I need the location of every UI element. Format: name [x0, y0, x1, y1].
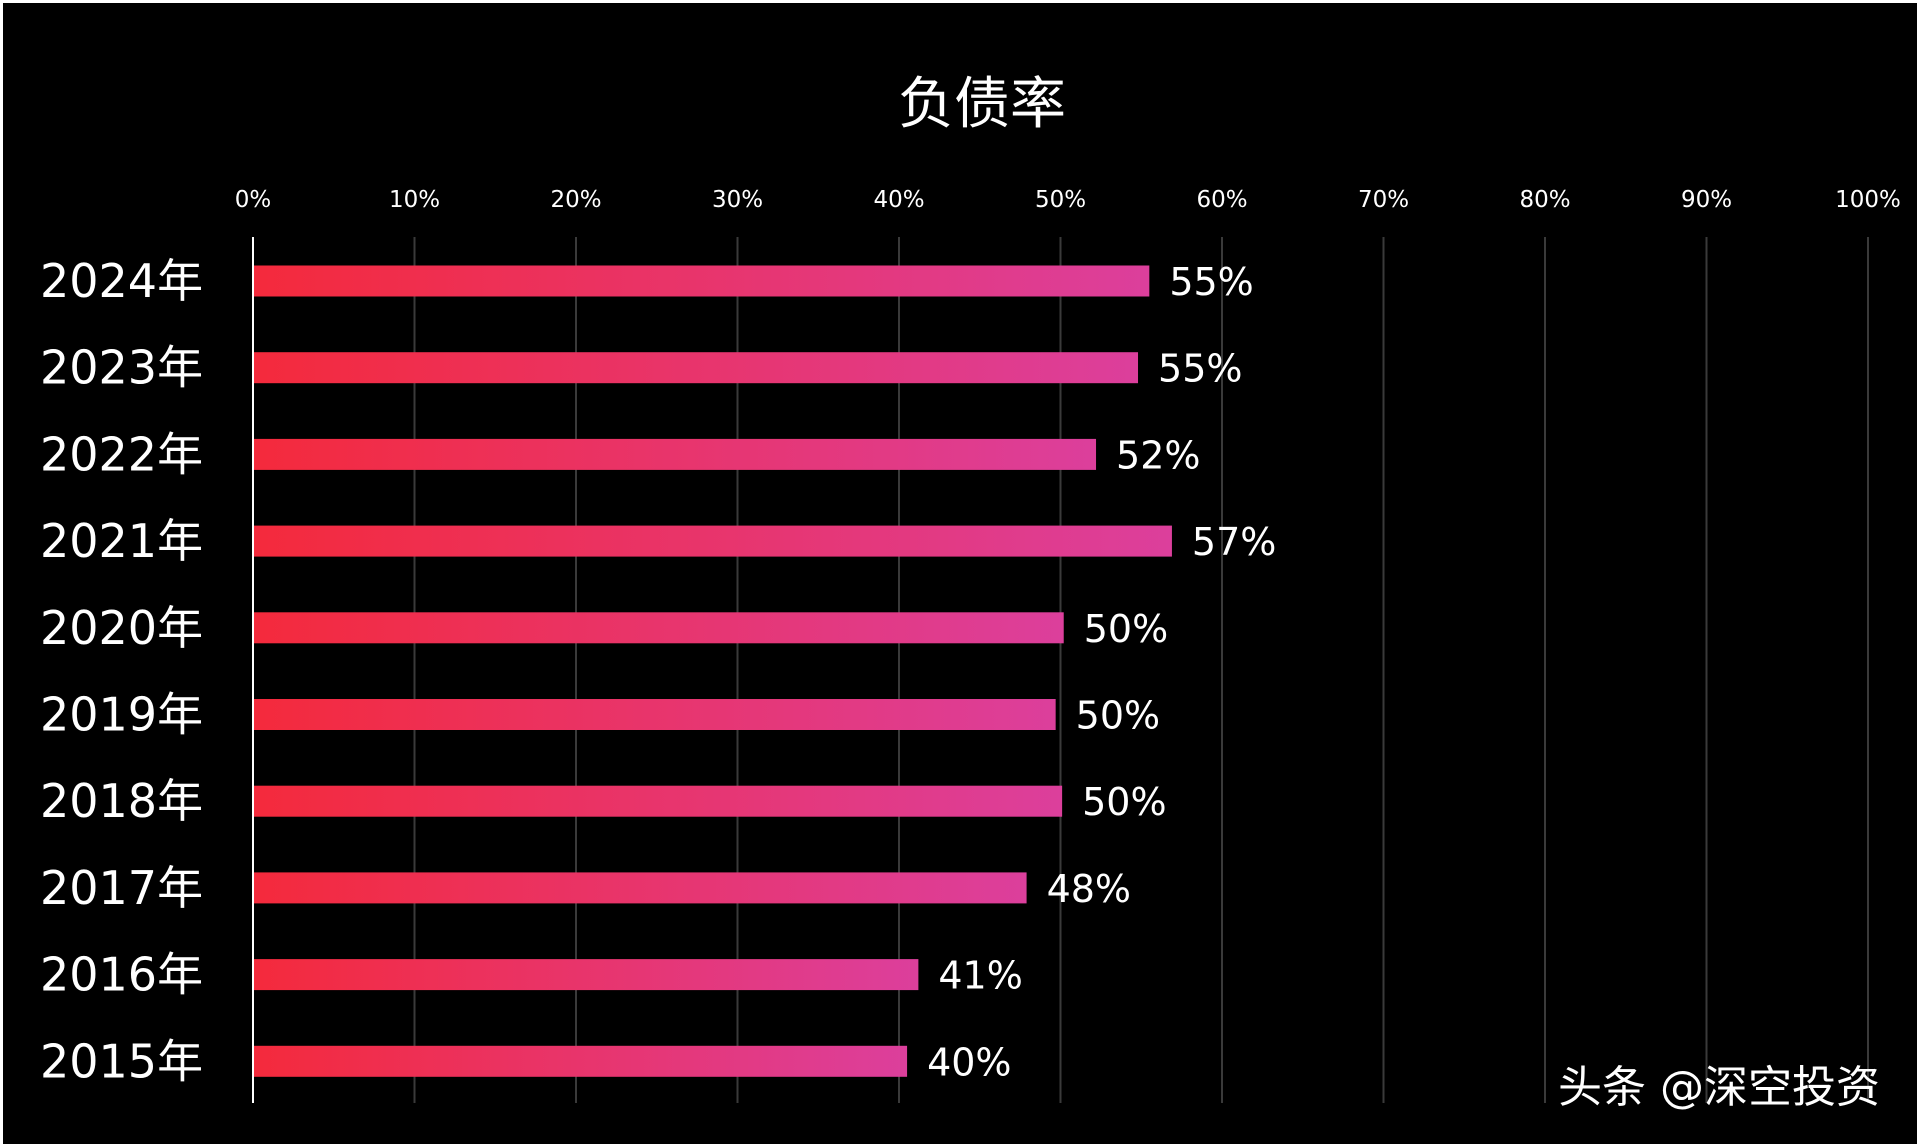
data-label: 50% [1084, 607, 1168, 651]
category-label: 2015年 [40, 1034, 203, 1088]
category-label: 2020年 [40, 601, 203, 655]
data-label: 48% [1047, 867, 1131, 911]
category-label: 2021年 [40, 514, 203, 568]
data-label: 50% [1082, 780, 1166, 824]
data-label: 57% [1192, 520, 1276, 564]
category-label: 2017年 [40, 861, 203, 915]
bar [254, 612, 1064, 644]
data-label: 55% [1158, 347, 1242, 391]
chart-background [3, 3, 1917, 1144]
data-label: 52% [1116, 433, 1200, 477]
data-label: 40% [927, 1040, 1011, 1084]
x-tick-label: 0% [235, 187, 272, 213]
bar [254, 1045, 908, 1077]
data-label: 50% [1076, 694, 1160, 738]
x-tick-label: 30% [712, 187, 763, 213]
chart-title: 负债率 [898, 72, 1066, 137]
category-labels: 2024年 2023年 2022年 2021年 2020年 2019年 2018年 2017年… [40, 254, 203, 1088]
data-labels: 55% 55% 52% 57% 50% 50% 50% 48% 41% 40% [927, 260, 1276, 1084]
bar [254, 872, 1027, 904]
category-label: 2018年 [40, 774, 203, 828]
data-label: 41% [938, 954, 1022, 998]
category-label: 2024年 [40, 254, 203, 308]
bar [254, 699, 1056, 730]
category-label: 2023年 [40, 341, 203, 395]
bar [254, 438, 1097, 470]
bar [254, 785, 1063, 817]
x-tick-label: 50% [1035, 187, 1086, 213]
x-tick-label: 10% [389, 187, 440, 213]
bar [254, 352, 1139, 384]
x-tick-label: 40% [873, 187, 924, 213]
category-label: 2019年 [40, 688, 203, 742]
x-tick-label: 70% [1358, 187, 1409, 213]
bar [254, 959, 919, 991]
x-tick-label: 80% [1519, 187, 1570, 213]
category-label: 2016年 [40, 948, 203, 1002]
bar [254, 265, 1150, 297]
watermark-text: 头条 @深空投资 [1558, 1062, 1880, 1113]
x-tick-label: 100% [1835, 187, 1901, 213]
category-label: 2022年 [40, 427, 203, 481]
bar [254, 525, 1172, 557]
x-tick-label: 90% [1681, 187, 1732, 213]
x-tick-label: 60% [1196, 187, 1247, 213]
x-tick-labels: 0% 10% 20% 30% 40% 50% 60% 70% 80% 90% 100% [235, 187, 1901, 213]
data-label: 55% [1169, 260, 1253, 304]
x-tick-label: 20% [550, 187, 601, 213]
bars [254, 265, 1172, 1077]
